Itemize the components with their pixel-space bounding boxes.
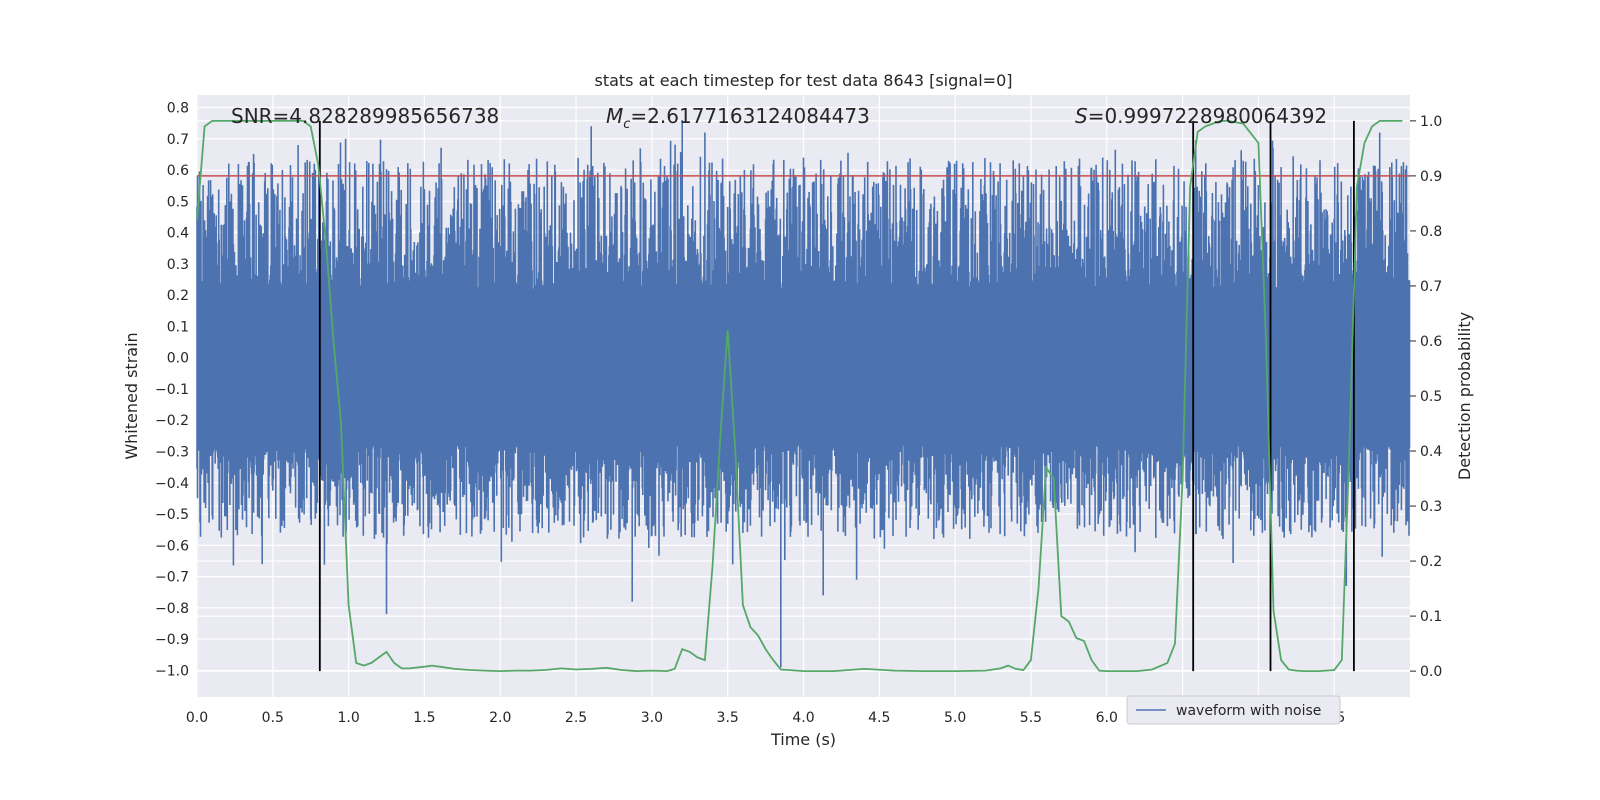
y-tick-label: −0.6 (155, 538, 189, 554)
y-tick-label: 0.6 (167, 163, 189, 179)
s-symbol: S (1075, 104, 1088, 128)
mc-subscript: c (623, 117, 630, 132)
y-tick-label: 0.1 (167, 319, 189, 335)
y-tick-label: 0.0 (167, 351, 189, 367)
y2-tick-label: 0.9 (1420, 169, 1442, 185)
chirp-mass-annotation: Mc=2.6177163124084473 (606, 104, 870, 132)
x-tick-label: 3.0 (641, 710, 663, 726)
y2-tick-label: 0.5 (1420, 389, 1442, 405)
score-annotation: S=0.9997228980064392 (1075, 104, 1327, 128)
x-tick-label: 3.5 (717, 710, 739, 726)
x-tick-label: 5.0 (944, 710, 966, 726)
y2-tick-label: 0.4 (1420, 444, 1442, 460)
x-tick-label: 2.0 (489, 710, 511, 726)
legend-box (1126, 695, 1341, 725)
vertical-markers (318, 120, 1355, 672)
x-tick-label: 6.0 (1096, 710, 1118, 726)
probability-series (196, 120, 1403, 673)
legend-label: waveform with noise (1176, 703, 1321, 719)
y2-tick-label: 0.0 (1420, 664, 1442, 680)
y-tick-label: −1.0 (155, 663, 189, 679)
snr-annotation: SNR=4.828289985656738 (231, 104, 499, 128)
y-tick-label: −0.5 (155, 507, 189, 523)
y-axis-label: Whitened strain (122, 332, 141, 459)
x-axis-label: Time (s) (770, 730, 836, 749)
y-tick-label: −0.2 (155, 413, 189, 429)
y2-tick-label: 0.1 (1420, 609, 1442, 625)
waveform-core-band (197, 288, 1410, 446)
y2-axis-label: Detection probability (1455, 312, 1474, 480)
x-tick-label: 4.0 (792, 710, 814, 726)
y-tick-label: 0.2 (167, 288, 189, 304)
waveform-series (196, 120, 1411, 668)
s-value: =0.9997228980064392 (1088, 104, 1327, 128)
y-tick-label: −0.8 (155, 601, 189, 617)
mc-value: =2.6177163124084473 (630, 104, 869, 128)
y2-tick-label: 0.7 (1420, 279, 1442, 295)
y-tick-label: 0.3 (167, 257, 189, 273)
mc-symbol: M (606, 104, 623, 128)
x-tick-label: 0.5 (262, 710, 284, 726)
chart-title: stats at each timestep for test data 864… (594, 71, 1012, 90)
y-tick-label: −0.4 (155, 476, 189, 492)
y-tick-label: −0.7 (155, 570, 189, 586)
y-tick-label: −0.3 (155, 445, 189, 461)
y-tick-label: −0.1 (155, 382, 189, 398)
x-tick-label: 1.0 (337, 710, 359, 726)
y2-tick-label: 0.8 (1420, 224, 1442, 240)
y2-tick-label: 0.2 (1420, 554, 1442, 570)
legend: waveform with noise (1126, 695, 1341, 725)
x-tick-label: 4.5 (868, 710, 890, 726)
y2-tick-label: 1.0 (1420, 114, 1442, 130)
y-tick-label: 0.5 (167, 194, 189, 210)
x-tick-label: 0.0 (186, 710, 208, 726)
y-tick-label: 0.4 (167, 226, 189, 242)
y2-tick-label: 0.3 (1420, 499, 1442, 515)
y-tick-label: −0.9 (155, 632, 189, 648)
x-tick-label: 1.5 (413, 710, 435, 726)
x-tick-label: 5.5 (1020, 710, 1042, 726)
y2-tick-label: 0.6 (1420, 334, 1442, 350)
y-tick-label: 0.7 (167, 132, 189, 148)
x-tick-label: 2.5 (565, 710, 587, 726)
y-tick-label: 0.8 (167, 101, 189, 117)
